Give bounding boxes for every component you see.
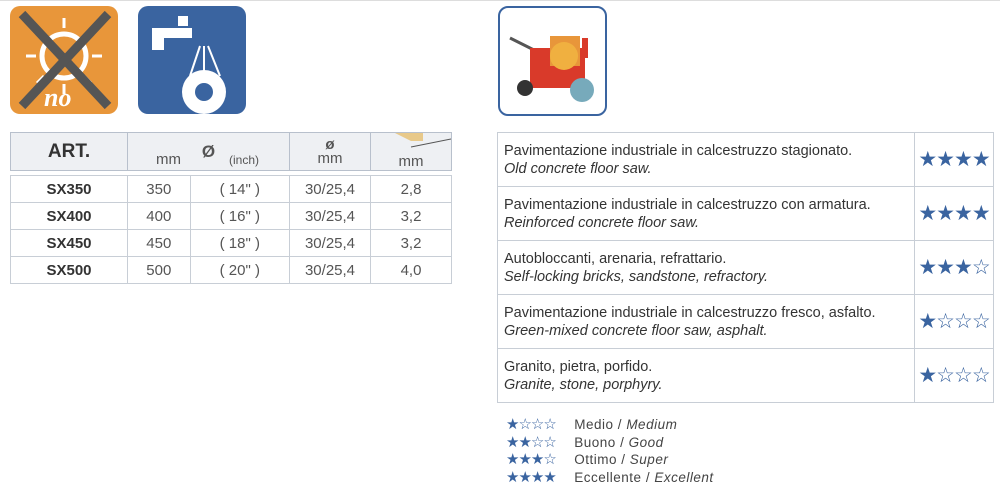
diameter-symbol: Ø xyxy=(201,141,216,161)
cell-bore: 30/25,4 xyxy=(289,175,371,203)
material-en: Green-mixed concrete floor saw, asphalt. xyxy=(504,322,768,339)
cell-bore: 30/25,4 xyxy=(289,229,371,257)
legend-en: Good xyxy=(628,434,664,450)
material-it: Pavimentazione industriale in calcestruz… xyxy=(504,304,876,321)
cell-bore: 30/25,4 xyxy=(289,256,371,284)
cell-inch: ( 16" ) xyxy=(189,202,291,230)
header-inch: (inch) xyxy=(228,153,259,167)
material-row: Granito, pietra, porfido. Granite, stone,… xyxy=(497,348,994,403)
svg-text:no: no xyxy=(44,83,71,112)
material-desc: Pavimentazione industriale in calcestruz… xyxy=(497,132,915,187)
blade-thickness-icon xyxy=(395,133,451,148)
star-rating: ★★★★ xyxy=(506,468,557,486)
water-cooling-icon xyxy=(138,6,246,114)
cell-mm: 500 xyxy=(127,256,191,284)
cell-mm: 400 xyxy=(127,202,191,230)
material-desc: Granito, pietra, porfido. Granite, stone,… xyxy=(497,348,915,403)
material-it: Autobloccanti, arenaria, refrattario. xyxy=(504,250,727,267)
legend-item: ★★★★ Eccellente / Excellent xyxy=(506,468,714,486)
cell-bore: 30/25,4 xyxy=(289,202,371,230)
star-rating: ★★☆☆ xyxy=(506,433,557,451)
star-rating: ★★★☆ xyxy=(506,451,557,468)
cell-thickness: 3,2 xyxy=(370,229,452,257)
cell-art: SX450 xyxy=(10,229,128,257)
cell-thickness: 3,2 xyxy=(370,202,452,230)
spec-table: ART. Ø mm (inch) ø mm mm SX350 350( 14" ) 3… xyxy=(10,132,452,284)
header-thickness: mm xyxy=(370,132,452,171)
cell-mm: 450 xyxy=(127,229,191,257)
header-diameter: Ø mm (inch) xyxy=(127,132,290,171)
header-mm: mm xyxy=(156,151,181,168)
legend-item: ★★★☆ Ottimo / Super xyxy=(506,451,669,468)
legend-item: ★★☆☆ Buono / Good xyxy=(506,433,664,451)
material-it: Granito, pietra, porfido. xyxy=(504,358,653,375)
bore-symbol: ø xyxy=(325,135,335,153)
table-row: SX450 450( 18" ) 30/25,4 3,2 xyxy=(10,229,452,257)
table-row: SX400 400( 16" ) 30/25,4 3,2 xyxy=(10,202,452,230)
floor-saw-icon xyxy=(498,6,607,116)
no-sun-icon: no xyxy=(10,6,118,114)
material-row: Pavimentazione industriale in calcestruz… xyxy=(497,294,994,349)
table-row: SX350 350( 14" ) 30/25,4 2,8 xyxy=(10,175,452,203)
legend-en: Super xyxy=(629,452,669,467)
material-row: Autobloccanti, arenaria, refrattario. Sel… xyxy=(497,240,994,295)
material-it: Pavimentazione industriale in calcestruz… xyxy=(504,196,871,213)
material-desc: Pavimentazione industriale in calcestruz… xyxy=(497,294,915,349)
bore-unit: mm xyxy=(317,149,343,167)
star-rating: ★★★★ xyxy=(914,132,994,187)
header-bore: ø mm xyxy=(289,132,371,171)
star-rating: ★☆☆☆ xyxy=(914,294,994,349)
cell-thickness: 4,0 xyxy=(370,256,452,284)
material-en: Self-locking bricks, sandstone, refracto… xyxy=(504,268,769,285)
cell-inch: ( 14" ) xyxy=(189,175,291,203)
materials-table: Pavimentazione industriale in calcestruz… xyxy=(497,132,994,403)
material-en: Reinforced concrete floor saw. xyxy=(504,214,700,231)
cell-mm: 350 xyxy=(127,175,191,203)
material-desc: Autobloccanti, arenaria, refrattario. Sel… xyxy=(497,240,915,295)
legend-en: Medium xyxy=(626,417,678,432)
cell-thickness: 2,8 xyxy=(370,175,452,203)
spec-header: ART. Ø mm (inch) ø mm mm xyxy=(10,132,452,171)
cell-art: SX350 xyxy=(10,175,128,203)
table-row: SX500 500( 20" ) 30/25,4 4,0 xyxy=(10,256,452,284)
material-en: Granite, stone, porphyry. xyxy=(504,376,663,393)
legend-it: Ottimo xyxy=(574,452,618,467)
material-row: Pavimentazione industriale in calcestruz… xyxy=(497,186,994,241)
cell-art: SX500 xyxy=(10,256,128,284)
legend-en: Excellent xyxy=(654,469,714,485)
material-it: Pavimentazione industriale in calcestruz… xyxy=(504,142,853,159)
header-art: ART. xyxy=(10,132,128,171)
material-en: Old concrete floor saw. xyxy=(504,160,652,177)
cell-inch: ( 18" ) xyxy=(189,229,291,257)
star-rating: ★☆☆☆ xyxy=(914,348,994,403)
legend-it: Medio xyxy=(574,417,614,432)
cell-art: SX400 xyxy=(10,202,128,230)
cell-inch: ( 20" ) xyxy=(189,256,291,284)
thickness-unit: mm xyxy=(398,153,424,170)
legend-it: Buono xyxy=(574,434,616,450)
star-rating: ★☆☆☆ xyxy=(506,416,557,433)
rating-legend: ★☆☆☆ Medio / Medium ★★☆☆ Buono / Good ★★★☆… xyxy=(506,416,714,486)
top-divider xyxy=(0,0,1000,1)
material-row: Pavimentazione industriale in calcestruz… xyxy=(497,132,994,187)
star-rating: ★★★★ xyxy=(914,186,994,241)
material-desc: Pavimentazione industriale in calcestruz… xyxy=(497,186,915,241)
legend-item: ★☆☆☆ Medio / Medium xyxy=(506,416,678,433)
star-rating: ★★★☆ xyxy=(914,240,994,295)
legend-it: Eccellente xyxy=(574,469,642,485)
